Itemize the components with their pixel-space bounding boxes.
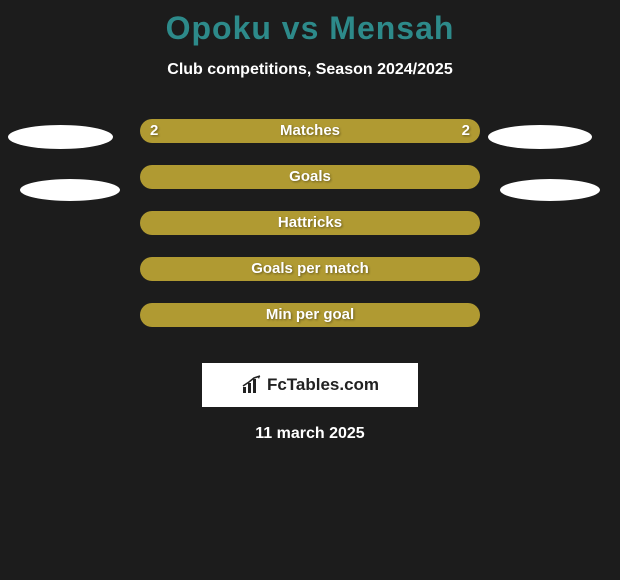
stat-value-left: 2	[150, 119, 158, 143]
stat-label: Goals	[140, 165, 480, 189]
stat-row-goals-per-match: Goals per match	[0, 257, 620, 303]
logo-box: FcTables.com	[202, 363, 418, 407]
stat-label: Goals per match	[140, 257, 480, 281]
stat-label: Matches	[140, 119, 480, 143]
stat-label: Hattricks	[140, 211, 480, 235]
decorative-ellipse	[20, 179, 120, 201]
stat-row-min-per-goal: Min per goal	[0, 303, 620, 349]
stat-value-right: 2	[462, 119, 470, 143]
chart-icon	[241, 375, 263, 395]
stat-label: Min per goal	[140, 303, 480, 327]
decorative-ellipse	[8, 125, 113, 149]
decorative-ellipse	[500, 179, 600, 201]
page-title: Opoku vs Mensah	[0, 0, 620, 47]
stats-rows: Matches 2 2 Goals Hattricks Goals per ma…	[0, 119, 620, 349]
stat-row-hattricks: Hattricks	[0, 211, 620, 257]
logo-inner: FcTables.com	[241, 375, 379, 395]
date-label: 11 march 2025	[0, 425, 620, 443]
page-subtitle: Club competitions, Season 2024/2025	[0, 61, 620, 79]
logo-text: FcTables.com	[267, 375, 379, 395]
decorative-ellipse	[488, 125, 592, 149]
